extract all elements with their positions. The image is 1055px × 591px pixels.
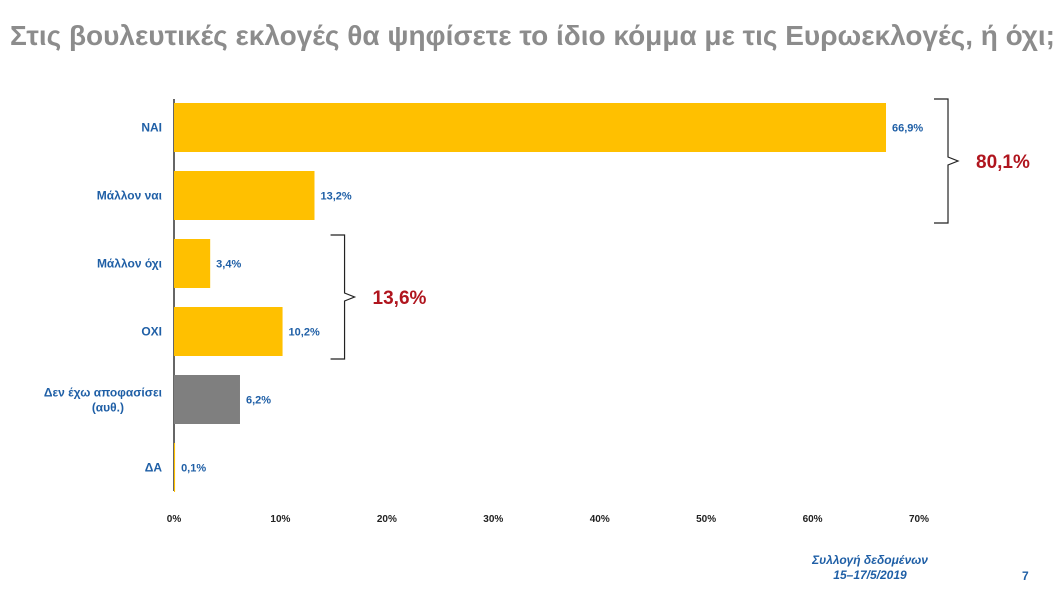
bar-1 [174, 171, 315, 220]
page-number: 7 [1022, 569, 1029, 583]
chart-title: Στις βουλευτικές εκλογές θα ψηφίσετε το … [10, 20, 1055, 51]
x-tick-label-6: 60% [803, 514, 823, 525]
category-label-2: Μάλλον όχι [97, 257, 162, 271]
value-label-5: 0,1% [181, 463, 206, 475]
source-line-2: 15–17/5/2019 [833, 568, 907, 582]
bar-4 [174, 375, 240, 424]
value-label-4: 6,2% [246, 395, 271, 407]
bar-3 [174, 307, 283, 356]
bar-0 [174, 103, 887, 152]
category-label-0: ΝΑΙ [141, 121, 162, 135]
data-collection-note: Συλλογή δεδομένων 15–17/5/2019 [790, 553, 950, 583]
x-tick-label-4: 40% [590, 514, 610, 525]
bar-5 [174, 443, 176, 492]
source-line-1: Συλλογή δεδομένων [812, 553, 928, 567]
x-tick-label-7: 70% [909, 514, 929, 525]
group-bracket-0 [934, 98, 960, 224]
x-tick-label-1: 10% [270, 514, 290, 525]
x-tick-label-0: 0% [167, 514, 182, 525]
bar-2 [174, 239, 211, 288]
value-label-3: 10,2% [289, 327, 320, 339]
category-label-3: ΟΧΙ [141, 325, 162, 339]
category-label-4: Δεν έχω αποφασίσει (αυθ.) [44, 386, 162, 415]
category-label-1: Μάλλον ναι [97, 189, 162, 203]
value-label-1: 13,2% [320, 191, 351, 203]
x-tick-label-2: 20% [377, 514, 397, 525]
group-label-1: 13,6% [373, 288, 427, 309]
category-label-5: ΔΑ [145, 461, 163, 475]
x-tick-label-5: 50% [696, 514, 716, 525]
group-bracket-1 [330, 234, 357, 360]
group-label-0: 80,1% [976, 152, 1030, 173]
x-tick-label-3: 30% [483, 514, 503, 525]
value-label-0: 66,9% [892, 123, 923, 135]
value-label-2: 3,4% [216, 259, 241, 271]
